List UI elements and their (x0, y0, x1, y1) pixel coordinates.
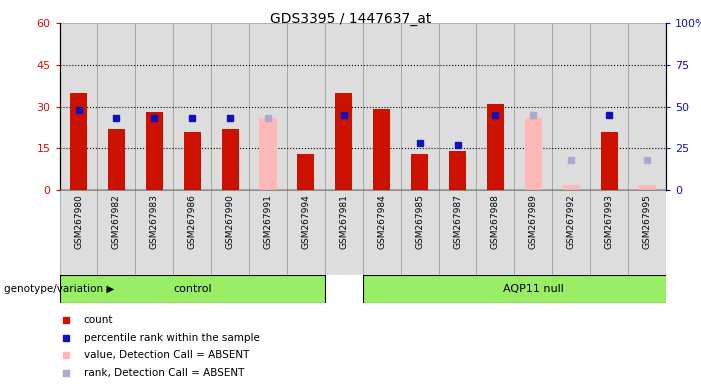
Bar (222, 129, 238, 190)
FancyBboxPatch shape (552, 190, 590, 275)
Text: GSM267980: GSM267980 (74, 194, 83, 249)
FancyBboxPatch shape (628, 190, 666, 275)
Bar (515, 23, 552, 190)
Bar (70, 93, 87, 190)
Text: GSM267982: GSM267982 (112, 194, 121, 249)
Bar (173, 23, 211, 190)
Bar (108, 129, 125, 190)
Text: GSM267985: GSM267985 (415, 194, 424, 249)
FancyBboxPatch shape (60, 275, 325, 303)
FancyBboxPatch shape (515, 190, 552, 275)
Bar (211, 23, 249, 190)
Text: GSM267983: GSM267983 (150, 194, 159, 249)
Bar (563, 184, 580, 190)
Text: genotype/variation ▶: genotype/variation ▶ (4, 284, 114, 294)
Bar (287, 23, 325, 190)
FancyBboxPatch shape (590, 190, 628, 275)
FancyBboxPatch shape (97, 190, 135, 275)
Text: GSM267995: GSM267995 (643, 194, 651, 249)
Bar (552, 23, 590, 190)
Text: AQP11 null: AQP11 null (503, 284, 564, 294)
Bar (363, 23, 401, 190)
Text: percentile rank within the sample: percentile rank within the sample (84, 333, 259, 343)
Bar (335, 93, 353, 190)
Text: rank, Detection Call = ABSENT: rank, Detection Call = ABSENT (84, 368, 244, 378)
Text: control: control (173, 284, 212, 294)
Text: GSM267990: GSM267990 (226, 194, 235, 249)
Bar (525, 118, 542, 190)
FancyBboxPatch shape (173, 190, 211, 275)
Bar (325, 23, 363, 190)
Bar (373, 109, 390, 190)
FancyBboxPatch shape (363, 190, 401, 275)
Bar (60, 23, 97, 190)
Text: value, Detection Call = ABSENT: value, Detection Call = ABSENT (84, 350, 250, 360)
FancyBboxPatch shape (249, 190, 287, 275)
Bar (146, 112, 163, 190)
Text: GDS3395 / 1447637_at: GDS3395 / 1447637_at (270, 12, 431, 25)
FancyBboxPatch shape (363, 275, 701, 303)
FancyBboxPatch shape (477, 190, 515, 275)
FancyBboxPatch shape (135, 190, 173, 275)
Text: GSM267986: GSM267986 (188, 194, 197, 249)
Text: GSM267993: GSM267993 (604, 194, 613, 249)
Bar (97, 23, 135, 190)
Bar (628, 23, 666, 190)
FancyBboxPatch shape (401, 190, 439, 275)
FancyBboxPatch shape (325, 190, 363, 275)
Text: GSM267989: GSM267989 (529, 194, 538, 249)
Bar (487, 104, 504, 190)
FancyBboxPatch shape (60, 190, 97, 275)
Bar (401, 23, 439, 190)
Bar (184, 132, 200, 190)
FancyBboxPatch shape (211, 190, 249, 275)
Bar (411, 154, 428, 190)
Text: GSM267988: GSM267988 (491, 194, 500, 249)
FancyBboxPatch shape (287, 190, 325, 275)
FancyBboxPatch shape (439, 190, 477, 275)
Text: GSM267984: GSM267984 (377, 194, 386, 249)
Bar (449, 151, 466, 190)
Bar (297, 154, 315, 190)
Bar (259, 118, 277, 190)
Bar (639, 184, 655, 190)
Text: GSM267981: GSM267981 (339, 194, 348, 249)
Text: GSM267994: GSM267994 (301, 194, 311, 249)
Text: GSM267991: GSM267991 (264, 194, 273, 249)
Bar (249, 23, 287, 190)
Bar (590, 23, 628, 190)
Bar (439, 23, 477, 190)
Bar (601, 132, 618, 190)
Text: GSM267992: GSM267992 (566, 194, 576, 249)
Bar (477, 23, 515, 190)
Text: count: count (84, 315, 114, 325)
Bar (135, 23, 173, 190)
Text: GSM267987: GSM267987 (453, 194, 462, 249)
